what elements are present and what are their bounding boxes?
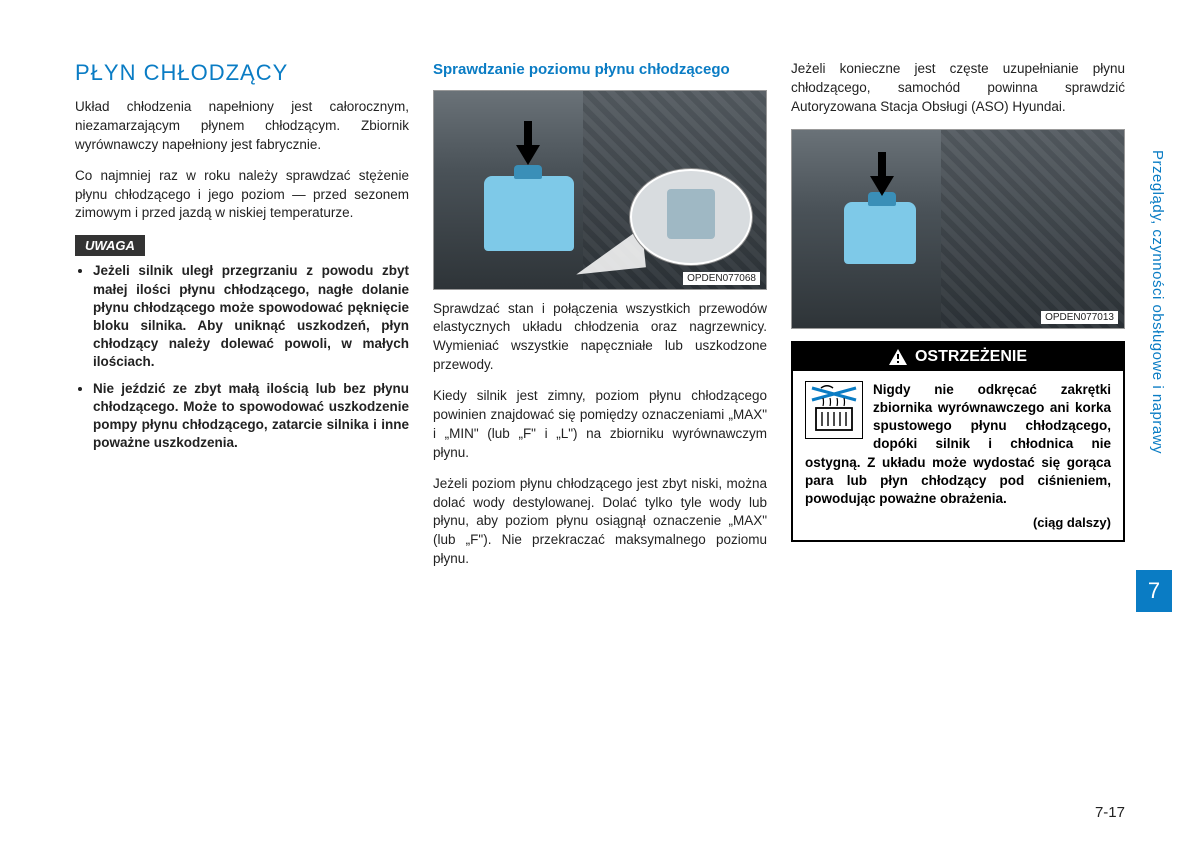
warning-title: OSTRZEŻENIE: [915, 348, 1027, 366]
hot-radiator-icon: [805, 381, 863, 439]
note-item-2: Nie jeździć ze zbyt małą ilością lub bez…: [93, 380, 409, 453]
arrow-icon: [516, 121, 540, 165]
column-2: Sprawdzanie poziomu płynu chłodzącego OP…: [433, 60, 767, 581]
figure-label-2: OPDEN077013: [1041, 311, 1118, 324]
note-label: UWAGA: [75, 235, 145, 256]
warning-continued: (ciąg dalszy): [805, 514, 1111, 532]
warning-body: Nigdy nie odkręcać zakrętki zbiornika wy…: [793, 371, 1123, 540]
engine-figure-2: OPDEN077013: [791, 129, 1125, 329]
intro-paragraph-1: Układ chłodzenia napełniony jest całoroc…: [75, 98, 409, 155]
note-item-1: Jeżeli silnik uległ przegrzaniu z powodu…: [93, 262, 409, 371]
col2-paragraph-3: Jeżeli poziom płynu chłodzącego jest zby…: [433, 475, 767, 569]
col2-paragraph-2: Kiedy silnik jest zimny, poziom płynu ch…: [433, 387, 767, 463]
engine-background-2: [941, 130, 1124, 328]
page-title: PŁYN CHŁODZĄCY: [75, 60, 409, 86]
engine-figure-1: OPDEN077068: [433, 90, 767, 290]
warning-box: OSTRZEŻENIE Nigdy nie odkręcać zakrętki …: [791, 341, 1125, 542]
warning-triangle-icon: [889, 349, 907, 365]
page-number: 7-17: [1095, 804, 1125, 821]
zoom-inset: [630, 169, 752, 265]
note-list: Jeżeli silnik uległ przegrzaniu z powodu…: [75, 262, 409, 452]
section-subtitle: Sprawdzanie poziomu płynu chłodzącego: [433, 60, 767, 80]
coolant-reservoir: [484, 176, 574, 251]
coolant-reservoir-2: [844, 202, 916, 264]
arrow-icon-2: [870, 152, 894, 196]
col2-paragraph-1: Sprawdzać stan i połączenia wszystkich p…: [433, 300, 767, 376]
reservoir-cap: [514, 165, 542, 179]
side-tab-label: Przeglądy, czynności obsługowe i naprawy: [1149, 150, 1166, 454]
column-1: PŁYN CHŁODZĄCY Układ chłodzenia napełnio…: [75, 60, 409, 581]
manual-page: PŁYN CHŁODZĄCY Układ chłodzenia napełnio…: [0, 0, 1200, 621]
column-3: Jeżeli konieczne jest częste uzupełniani…: [791, 60, 1125, 581]
intro-paragraph-2: Co najmniej raz w roku należy sprawdzać …: [75, 167, 409, 224]
warning-header: OSTRZEŻENIE: [793, 343, 1123, 371]
col3-paragraph-1: Jeżeli konieczne jest częste uzupełniani…: [791, 60, 1125, 117]
figure-label-1: OPDEN077068: [683, 272, 760, 285]
chapter-badge: 7: [1136, 570, 1172, 612]
